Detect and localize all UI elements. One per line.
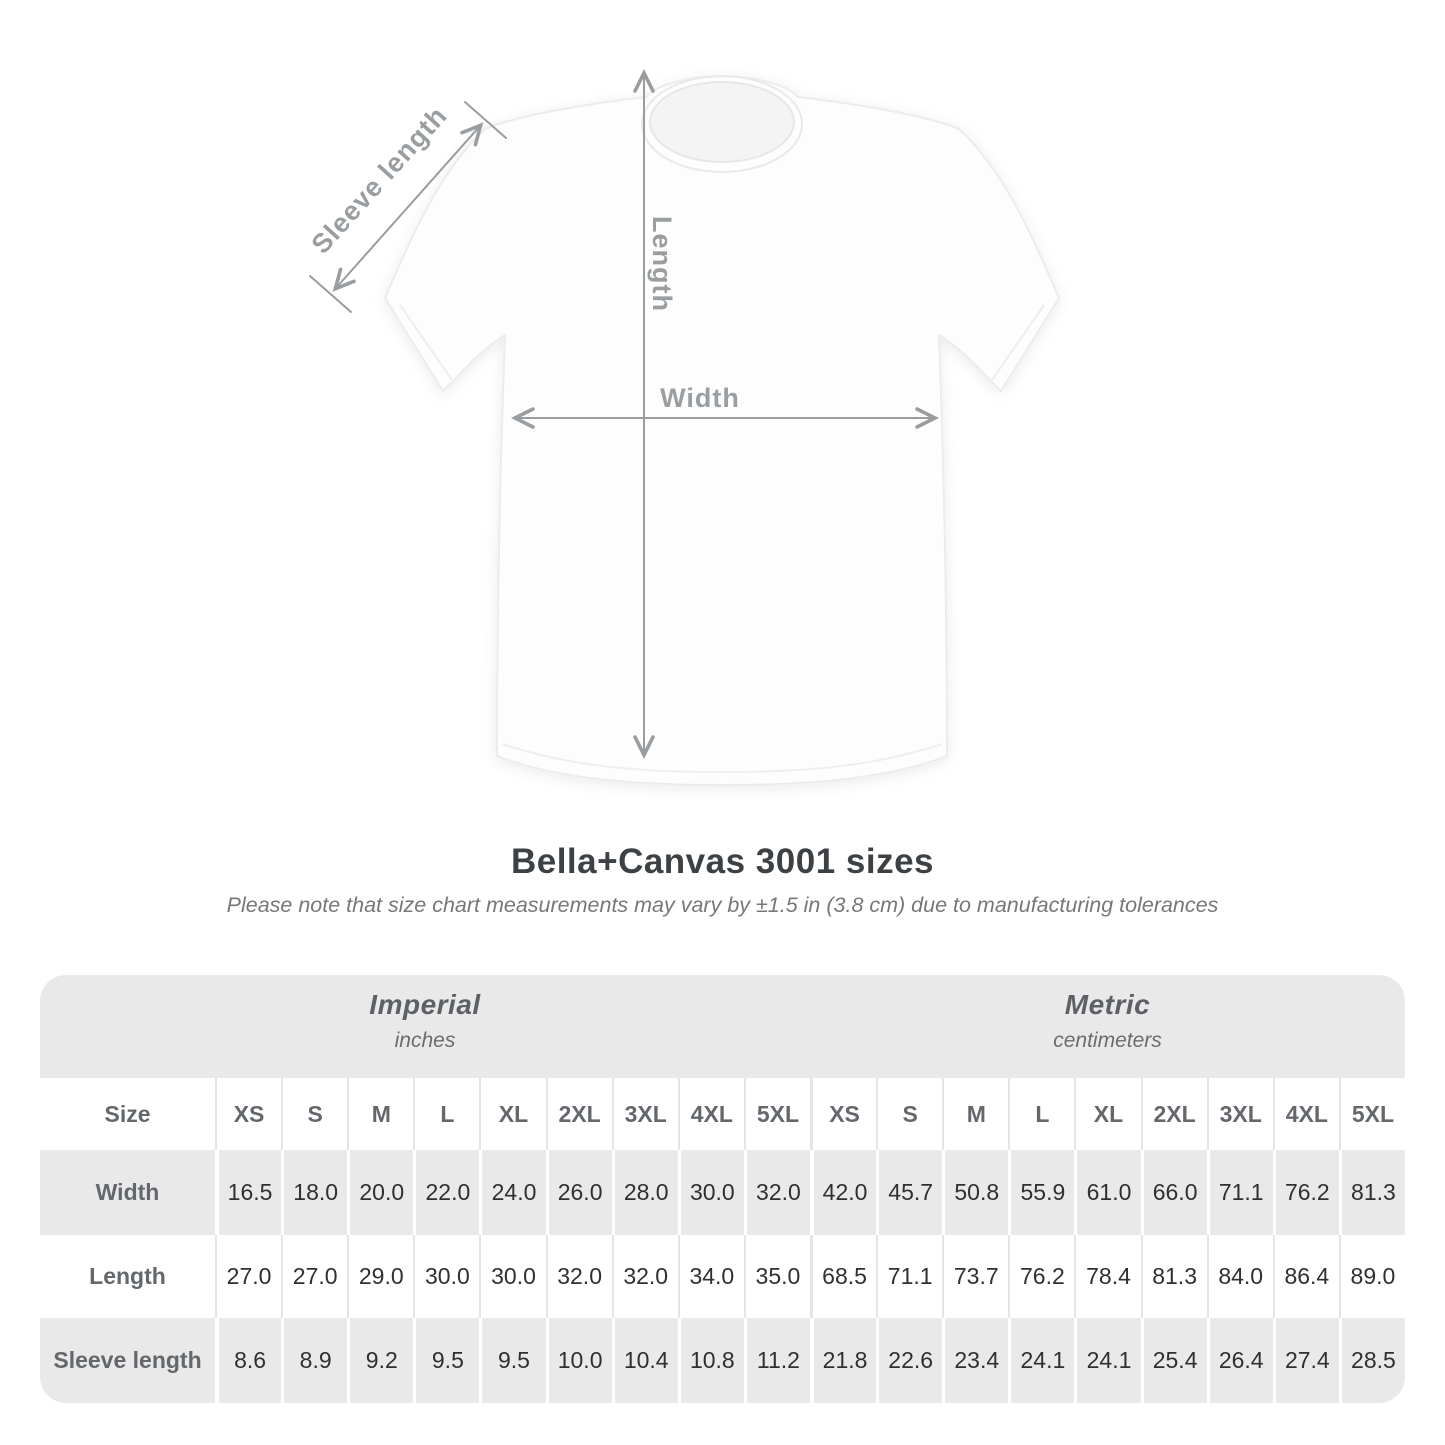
value-cell: 18.0: [281, 1150, 348, 1235]
size-cell: 3XL: [611, 1078, 678, 1150]
width-label: Width: [660, 383, 740, 413]
value-cell: 71.1: [1206, 1150, 1273, 1235]
value-cell: 28.5: [1338, 1318, 1405, 1403]
sleeve-length-tick-end: [464, 101, 507, 139]
value-cell: 8.9: [281, 1318, 348, 1403]
value-cell: 89.0: [1338, 1235, 1405, 1318]
value-cell: 34.0: [677, 1235, 744, 1318]
value-cell: 9.5: [479, 1318, 546, 1403]
value-cell: 30.0: [479, 1235, 546, 1318]
value-cell: 8.6: [215, 1318, 282, 1403]
value-cell: 22.6: [876, 1318, 943, 1403]
size-cell: S: [876, 1078, 943, 1150]
value-cell: 86.4: [1272, 1235, 1339, 1318]
value-cell: 26.0: [545, 1150, 612, 1235]
size-cell: 2XL: [1140, 1078, 1207, 1150]
metric-header-unit: centimeters: [1053, 1028, 1162, 1052]
value-cell: 76.2: [1272, 1150, 1339, 1235]
value-cell: 32.0: [545, 1235, 612, 1318]
value-cell: 9.2: [347, 1318, 414, 1403]
value-cell: 24.0: [479, 1150, 546, 1235]
value-cell: 81.3: [1140, 1235, 1207, 1318]
value-cell: 76.2: [1008, 1235, 1075, 1318]
size-cell: 4XL: [1272, 1078, 1339, 1150]
size-cell: S: [281, 1078, 348, 1150]
size-cell: L: [413, 1078, 480, 1150]
tshirt-body: [383, 75, 1061, 787]
value-cell: 42.0: [810, 1150, 877, 1235]
value-cell: 29.0: [347, 1235, 414, 1318]
hem-seam: [501, 743, 943, 774]
collar-opening: [649, 81, 795, 163]
tshirt-diagram: Sleeve length Length Width: [306, 0, 1061, 787]
size-cell: L: [1008, 1078, 1075, 1150]
value-cell: 66.0: [1140, 1150, 1207, 1235]
size-cell: 2XL: [545, 1078, 612, 1150]
size-cell: M: [347, 1078, 414, 1150]
metric-header-cell: Metric centimeters: [810, 975, 1405, 1078]
size-chart-table: Imperial inches Metric centimeters Size …: [40, 975, 1405, 1403]
value-cell: 27.0: [215, 1235, 282, 1318]
size-cell: XL: [1074, 1078, 1141, 1150]
value-cell: 84.0: [1206, 1235, 1273, 1318]
value-cell: 23.4: [942, 1318, 1009, 1403]
value-cell: 27.0: [281, 1235, 348, 1318]
size-cell: XS: [215, 1078, 282, 1150]
value-cell: 20.0: [347, 1150, 414, 1235]
size-column-header: Size: [40, 1078, 215, 1150]
value-cell: 24.1: [1008, 1318, 1075, 1403]
value-cell: 45.7: [876, 1150, 943, 1235]
value-cell: 55.9: [1008, 1150, 1075, 1235]
value-cell: 30.0: [677, 1150, 744, 1235]
value-cell: 10.8: [677, 1318, 744, 1403]
imperial-header-label: Imperial: [369, 988, 481, 1020]
value-cell: 10.4: [611, 1318, 678, 1403]
value-cell: 21.8: [810, 1318, 877, 1403]
value-cell: 35.0: [743, 1235, 810, 1318]
row-label-cell: Length: [40, 1235, 215, 1318]
value-cell: 78.4: [1074, 1235, 1141, 1318]
sleeve-length-tick-start: [309, 275, 352, 313]
imperial-header-unit: inches: [394, 1028, 456, 1052]
value-cell: 22.0: [413, 1150, 480, 1235]
value-cell: 30.0: [413, 1235, 480, 1318]
size-cell: XS: [810, 1078, 877, 1150]
sleeve-length-arrow: [336, 126, 480, 288]
size-cell: 5XL: [1338, 1078, 1405, 1150]
value-cell: 25.4: [1140, 1318, 1207, 1403]
value-cell: 32.0: [743, 1150, 810, 1235]
value-cell: 26.4: [1206, 1318, 1273, 1403]
size-cell: 5XL: [743, 1078, 810, 1150]
size-cell: M: [942, 1078, 1009, 1150]
value-cell: 10.0: [545, 1318, 612, 1403]
value-cell: 9.5: [413, 1318, 480, 1403]
size-cell: 4XL: [677, 1078, 744, 1150]
right-cuff-seam: [991, 304, 1045, 381]
metric-header-label: Metric: [1064, 988, 1151, 1020]
value-cell: 71.1: [876, 1235, 943, 1318]
row-label-cell: Width: [40, 1150, 215, 1235]
value-cell: 50.8: [942, 1150, 1009, 1235]
value-cell: 68.5: [810, 1235, 877, 1318]
value-cell: 16.5: [215, 1150, 282, 1235]
page-title: Bella+Canvas 3001 sizes: [510, 842, 935, 881]
value-cell: 28.0: [611, 1150, 678, 1235]
value-cell: 32.0: [611, 1235, 678, 1318]
tshirt-graphic: [383, 75, 1061, 787]
row-label-cell: Sleeve length: [40, 1318, 215, 1403]
value-cell: 27.4: [1272, 1318, 1339, 1403]
value-cell: 11.2: [743, 1318, 810, 1403]
length-label: Length: [647, 216, 677, 312]
size-cell: XL: [479, 1078, 546, 1150]
imperial-header-cell: Imperial inches: [40, 975, 810, 1078]
size-cell: 3XL: [1206, 1078, 1273, 1150]
value-cell: 81.3: [1338, 1150, 1405, 1235]
tolerance-note: Please note that size chart measurements…: [226, 893, 1219, 917]
value-cell: 24.1: [1074, 1318, 1141, 1403]
value-cell: 73.7: [942, 1235, 1009, 1318]
left-cuff-seam: [399, 304, 453, 381]
value-cell: 61.0: [1074, 1150, 1141, 1235]
